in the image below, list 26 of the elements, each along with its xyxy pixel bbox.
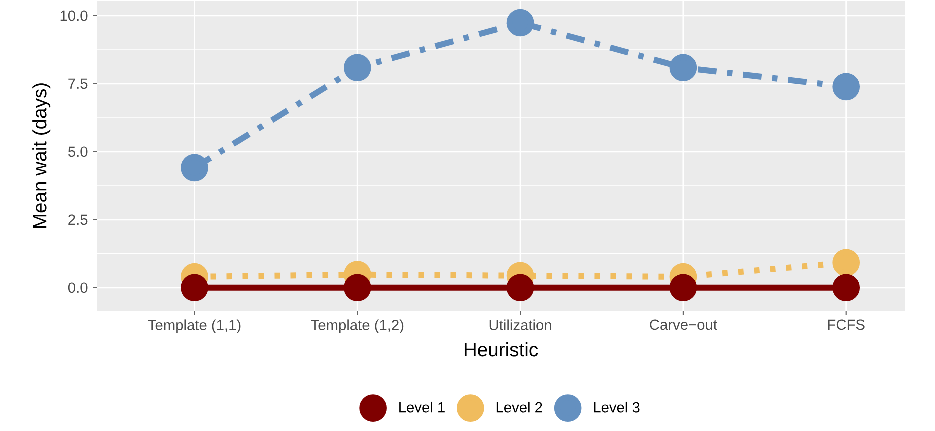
x-tick-label: Utilization — [490, 320, 552, 330]
legend-label: Level 1 — [400, 402, 445, 413]
point — [506, 9, 534, 37]
y-tick-label: 2.5 — [68, 214, 88, 226]
point — [181, 274, 208, 302]
x-tick-label: FCFS — [828, 320, 865, 330]
point — [832, 249, 860, 277]
legend-label: Level 3 — [594, 402, 640, 413]
x-tick-label: Template (1,1) — [148, 320, 241, 334]
point — [181, 154, 208, 182]
x-tick-label: Template (1,2) — [311, 320, 404, 334]
y-tick-label: 0.0 — [68, 282, 88, 294]
legend-label: Level 2 — [496, 402, 542, 413]
y-tick-label: 7.5 — [68, 78, 88, 90]
point — [506, 274, 534, 302]
point — [344, 274, 372, 302]
y-tick-label: 5.0 — [68, 146, 88, 158]
x-axis-title: Heuristic — [464, 342, 538, 357]
y-axis-title: Mean wait (days) — [32, 84, 51, 228]
point — [832, 274, 860, 302]
x-tick-label: Carve−out — [650, 320, 718, 330]
point — [344, 54, 372, 82]
point — [832, 73, 860, 101]
y-tick-label: 10.0 — [60, 10, 88, 22]
point — [670, 54, 698, 82]
point — [670, 274, 698, 302]
